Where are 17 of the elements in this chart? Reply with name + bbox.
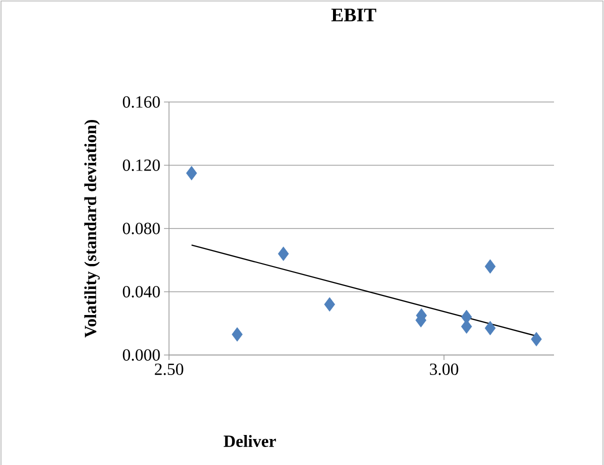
y-tick-label: 0.160 [122,96,160,108]
y-tick-label: 0.080 [122,222,160,234]
y-tick-label: 0.000 [122,349,160,361]
chart-title: EBIT [331,8,376,22]
y-tick-label: 0.120 [122,159,160,172]
point [484,320,496,336]
y-tick-label: 0.040 [122,286,160,298]
x-tick-label: 3.00 [430,364,458,376]
point [278,246,289,261]
point [186,166,197,180]
point [232,327,243,342]
point [484,259,496,274]
point [324,297,336,312]
y-axis-title: Volatility (standard deviation) [84,120,100,338]
x-tick-label: 2.50 [154,364,184,376]
point [530,332,542,346]
x-axis-title: Deliver [224,435,276,447]
